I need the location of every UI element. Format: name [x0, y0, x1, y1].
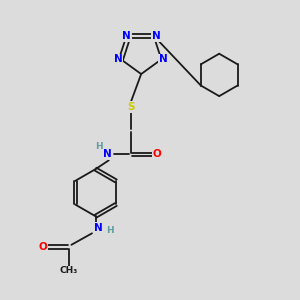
Text: N: N: [103, 149, 112, 159]
Text: N: N: [159, 54, 168, 64]
Text: O: O: [38, 242, 47, 252]
Text: H: H: [106, 226, 114, 236]
Text: N: N: [94, 223, 102, 233]
Text: N: N: [152, 31, 160, 41]
Text: N: N: [114, 54, 122, 64]
Text: N: N: [122, 31, 131, 41]
Text: O: O: [153, 149, 162, 159]
Text: CH₃: CH₃: [60, 266, 78, 275]
Text: H: H: [95, 142, 102, 151]
Text: S: S: [127, 102, 135, 112]
